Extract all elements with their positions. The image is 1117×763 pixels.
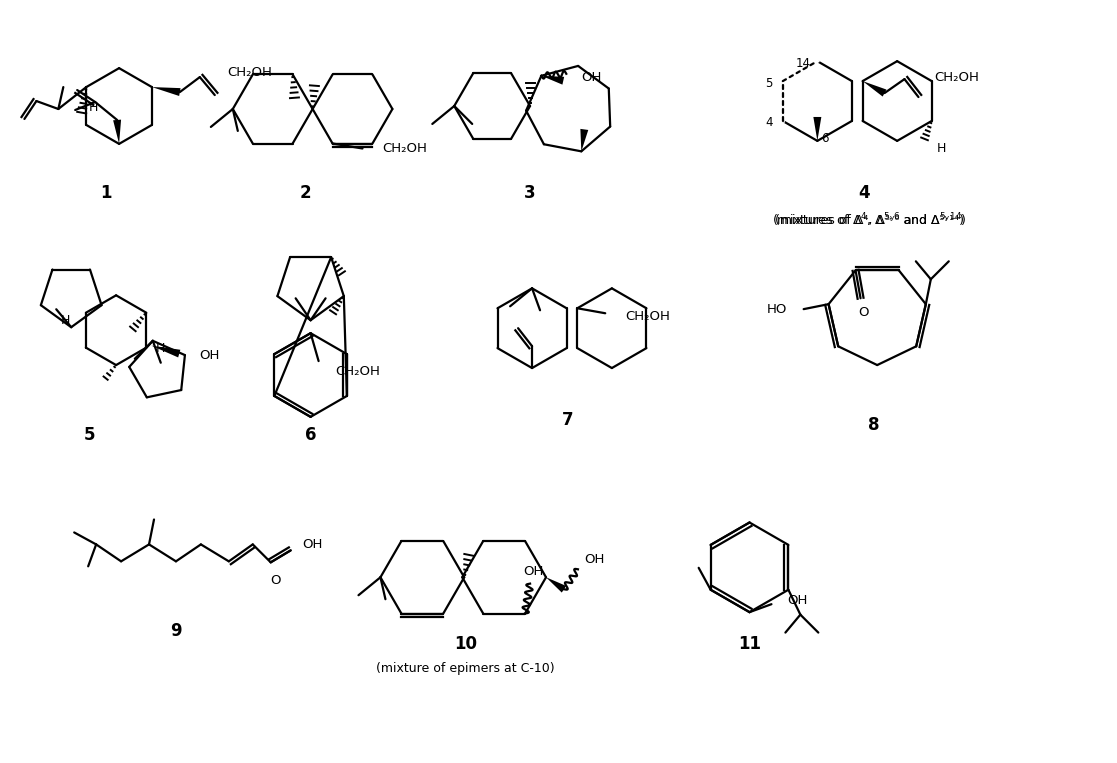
Text: 4: 4 — [765, 117, 773, 130]
Text: O: O — [858, 306, 869, 319]
Text: OH: OH — [199, 349, 220, 362]
Text: CH₂OH: CH₂OH — [935, 71, 980, 84]
Text: 10: 10 — [454, 635, 477, 653]
Text: H: H — [937, 143, 946, 156]
Text: 4: 4 — [859, 184, 870, 201]
Text: 6: 6 — [305, 426, 316, 444]
Polygon shape — [813, 117, 821, 141]
Text: OH: OH — [523, 565, 543, 578]
Polygon shape — [113, 120, 121, 144]
Text: 5: 5 — [84, 426, 95, 444]
Polygon shape — [862, 81, 887, 97]
Text: 14: 14 — [796, 56, 811, 69]
Text: HO: HO — [766, 303, 786, 316]
Text: (mixtures of Δ⁴, Δ⁵ʸ⁶ and Δ⁵ʸ¹⁴): (mixtures of Δ⁴, Δ⁵ʸ⁶ and Δ⁵ʸ¹⁴) — [775, 214, 964, 227]
Text: (mixtures of $\Delta^{4}$, $\Delta^{5,6}$ and $\Delta^{5,14}$): (mixtures of $\Delta^{4}$, $\Delta^{5,6}… — [772, 212, 966, 230]
Text: OH: OH — [787, 594, 808, 607]
Text: 8: 8 — [868, 416, 880, 434]
Text: 3: 3 — [524, 184, 536, 201]
Polygon shape — [152, 87, 181, 96]
Text: 1: 1 — [101, 184, 112, 201]
Text: 7: 7 — [562, 410, 574, 429]
Text: CH₂OH: CH₂OH — [228, 66, 273, 79]
Text: 11: 11 — [738, 635, 761, 653]
Text: CH₂OH: CH₂OH — [626, 310, 670, 323]
Text: 9: 9 — [170, 622, 182, 640]
Text: CH₂OH: CH₂OH — [382, 142, 428, 155]
Text: 5: 5 — [765, 76, 773, 89]
Text: OH: OH — [584, 553, 604, 566]
Text: 6: 6 — [822, 133, 829, 146]
Text: (mixture of epimers at C-10): (mixture of epimers at C-10) — [376, 662, 554, 675]
Text: O: O — [270, 574, 281, 587]
Text: 2: 2 — [299, 184, 312, 201]
Polygon shape — [581, 129, 589, 151]
Text: OH: OH — [581, 71, 602, 84]
Polygon shape — [542, 76, 564, 85]
Text: H: H — [61, 314, 70, 327]
Text: H: H — [88, 101, 97, 114]
Polygon shape — [546, 578, 566, 593]
Polygon shape — [151, 346, 180, 357]
Text: CH₂OH: CH₂OH — [335, 365, 381, 378]
Text: H: H — [156, 343, 165, 356]
Text: OH: OH — [303, 538, 323, 551]
